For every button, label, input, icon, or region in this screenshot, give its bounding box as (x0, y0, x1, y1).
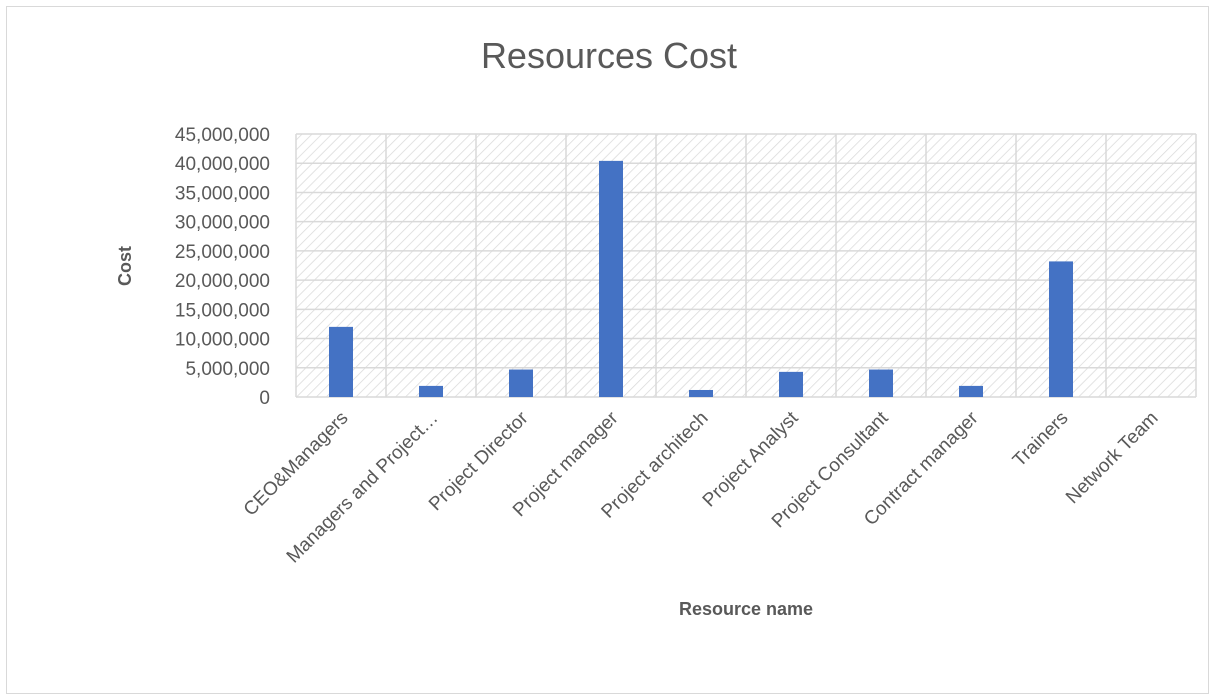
bar (329, 326, 353, 397)
plot-area: 0 5,000,000 10,000,000 15,000,000 20,000,000… (175, 125, 1197, 568)
bar (419, 385, 443, 397)
y-tick-label: 20,000,000 (175, 271, 270, 292)
y-tick-label: 40,000,000 (175, 154, 270, 175)
bar (689, 389, 713, 397)
bar (869, 369, 893, 397)
bar (779, 371, 803, 397)
x-tick-label: Trainers (1009, 408, 1073, 472)
x-tick-label: Project Analyst (699, 407, 803, 511)
bar (1049, 261, 1073, 397)
y-tick-label: 30,000,000 (175, 213, 270, 234)
x-axis-title: Resource name (679, 599, 813, 619)
x-tick-label: Managers and Project… (283, 408, 443, 568)
y-tick-label: 5,000,000 (185, 359, 270, 380)
bar (959, 385, 983, 397)
y-tick-label: 25,000,000 (175, 242, 270, 263)
x-tick-label: Network Team (1062, 408, 1162, 508)
y-tick-label: 10,000,000 (175, 330, 270, 351)
bar (599, 160, 623, 397)
y-tick-label: 0 (259, 388, 270, 409)
bar (509, 369, 533, 397)
y-axis-title: Cost (115, 246, 135, 286)
y-tick-label: 45,000,000 (175, 125, 270, 146)
y-tick-label: 35,000,000 (175, 183, 270, 204)
y-tick-label: 15,000,000 (175, 300, 270, 321)
chart-title: Resources Cost (481, 35, 737, 76)
